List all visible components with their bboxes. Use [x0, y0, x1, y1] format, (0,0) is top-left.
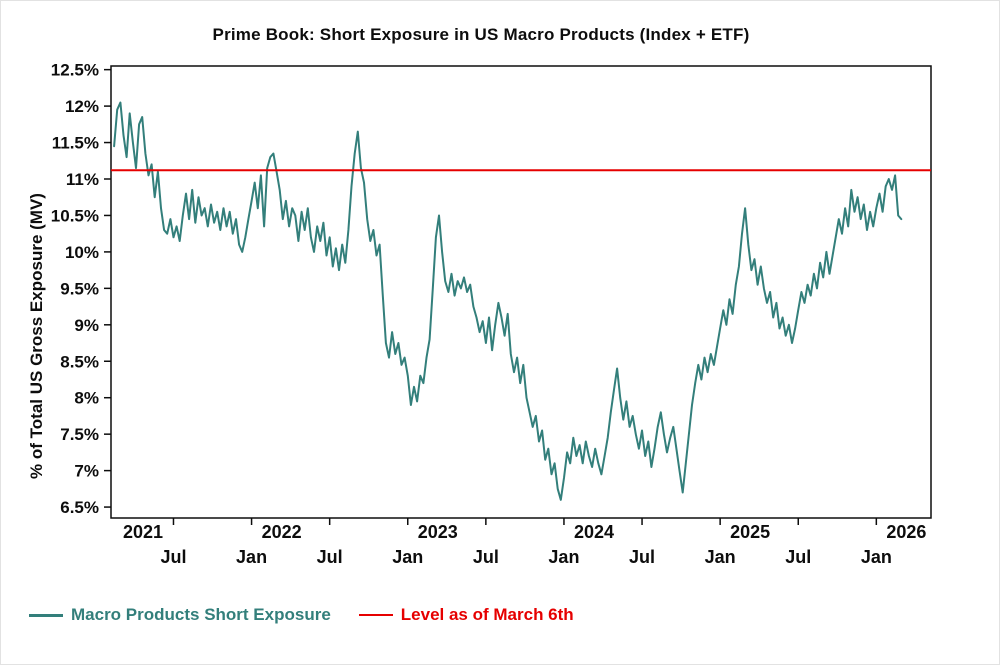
y-tick-label: 10.5% [51, 206, 99, 225]
x-month-label: Jul [160, 547, 186, 567]
y-tick-label: 8% [74, 389, 99, 408]
y-tick-label: 12% [65, 97, 99, 116]
x-month-label: Jan [392, 547, 423, 567]
x-year-label: 2021 [123, 522, 163, 542]
x-month-label: Jul [473, 547, 499, 567]
x-month-label: Jan [861, 547, 892, 567]
x-year-label: 2023 [418, 522, 458, 542]
x-month-label: Jan [548, 547, 579, 567]
x-month-label: Jul [785, 547, 811, 567]
series-line [113, 101, 903, 501]
legend-item-series: Macro Products Short Exposure [29, 605, 331, 625]
x-month-label: Jul [629, 547, 655, 567]
x-year-label: 2026 [886, 522, 926, 542]
y-tick-label: 6.5% [60, 498, 99, 517]
x-year-label: 2024 [574, 522, 614, 542]
x-year-label: 2025 [730, 522, 770, 542]
plot-frame [110, 65, 932, 519]
chart-title: Prime Book: Short Exposure in US Macro P… [212, 25, 750, 44]
y-tick-label: 8.5% [60, 352, 99, 371]
x-month-label: Jan [705, 547, 736, 567]
x-year-label: 2022 [262, 522, 302, 542]
series-line-sample [29, 613, 63, 617]
y-tick-label: 11% [66, 170, 99, 189]
y-tick-label: 7.5% [60, 425, 99, 444]
y-tick-label: 12.5% [51, 61, 99, 80]
x-month-label: Jan [236, 547, 267, 567]
y-tick-label: 7% [74, 462, 99, 481]
y-tick-label: 9% [74, 316, 99, 335]
legend: Macro Products Short Exposure Level as o… [29, 605, 574, 625]
x-month-label: Jul [317, 547, 343, 567]
y-tick-label: 10% [65, 243, 99, 262]
reference-legend-label: Level as of March 6th [400, 605, 574, 624]
reference-line-sample [358, 614, 393, 616]
legend-item-reference: Level as of March 6th [358, 605, 574, 625]
chart-svg: 6.5% 7% 7.5% 8% 8.5% 9% 9.5% 10% 10.5% 11% 11.5% 12… [51, 61, 932, 567]
series-legend-label: Macro Products Short Exposure [71, 605, 331, 624]
y-tick-label: 9.5% [60, 279, 99, 298]
y-tick-label: 11.5% [52, 134, 99, 153]
